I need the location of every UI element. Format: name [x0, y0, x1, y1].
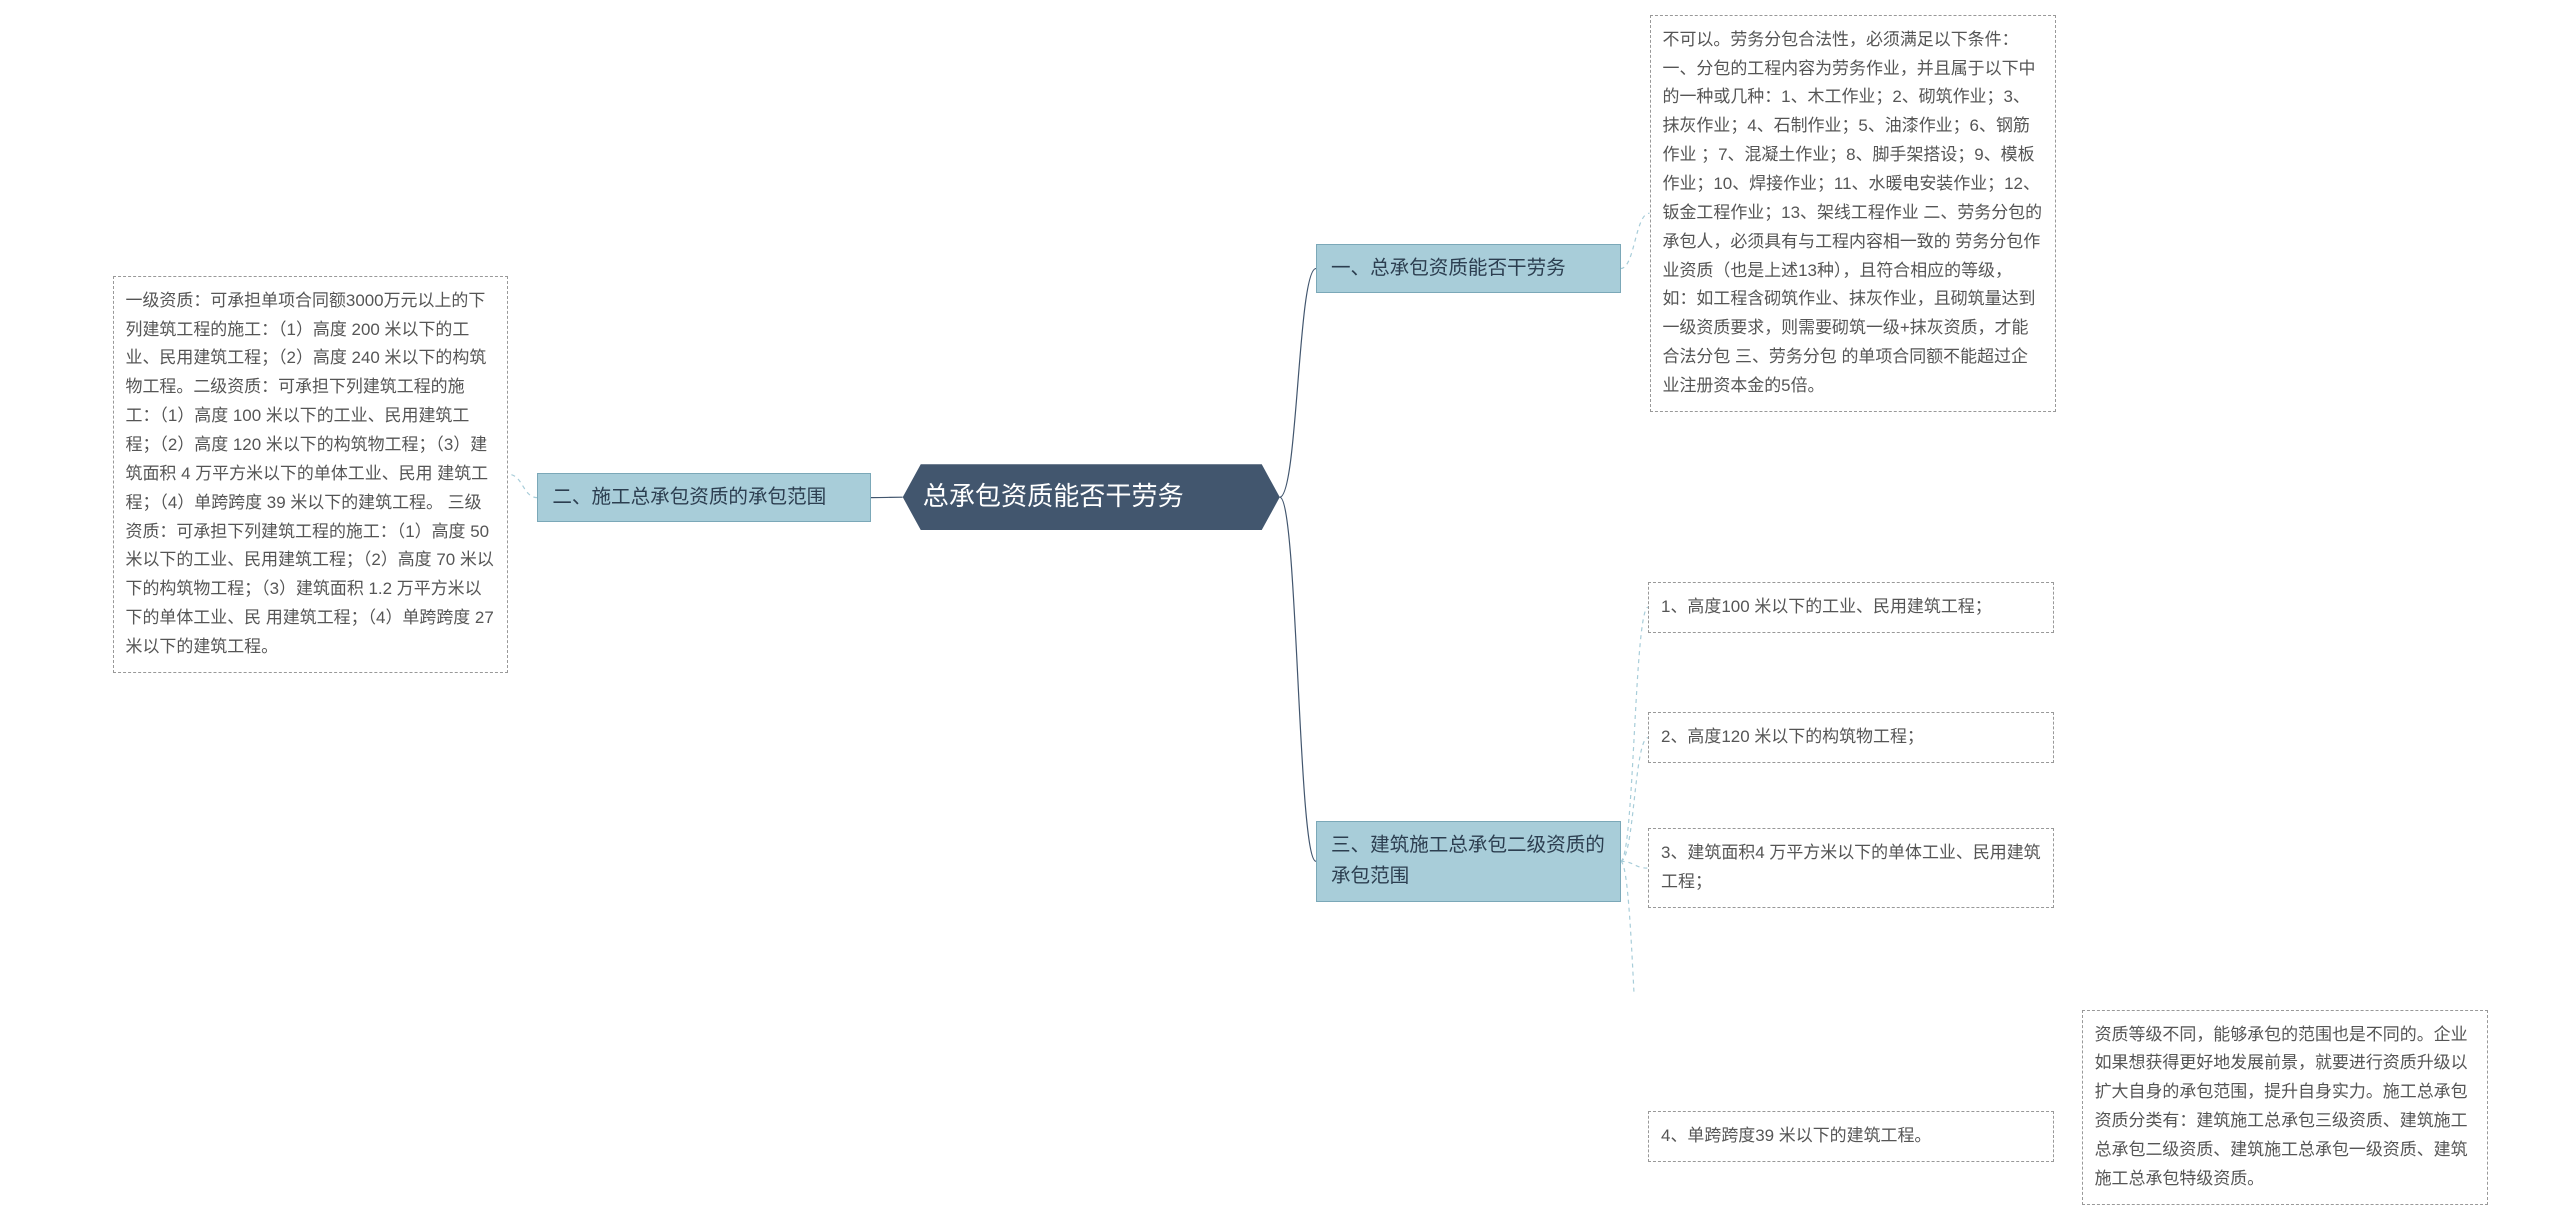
- branch-right-1: 一、总承包资质能否干劳务: [1316, 244, 1621, 293]
- leaf-right-2-4-child: 资质等级不同，能够承包的范围也是不同的。企业如果想获得更好地发展前景，就要进行资…: [2082, 1010, 2488, 1205]
- leaf-right-1-1: 不可以。劳务分包合法性，必须满足以下条件：一、分包的工程内容为劳务作业，并且属于…: [1650, 15, 2056, 412]
- leaf-right-2-3: 3、建筑面积4 万平方米以下的单体工业、民用建筑工程；: [1648, 828, 2054, 908]
- leaf-left: 一级资质：可承担单项合同额3000万元以上的下列建筑工程的施工：（1）高度 20…: [113, 276, 509, 673]
- branch-left: 二、施工总承包资质的承包范围: [537, 473, 871, 522]
- leaf-right-2-4: 4、单跨跨度39 米以下的建筑工程。: [1648, 1111, 2054, 1162]
- root-node: 总承包资质能否干劳务: [903, 464, 1280, 530]
- leaf-right-2-1: 1、高度100 米以下的工业、民用建筑工程；: [1648, 582, 2054, 633]
- branch-right-2: 三、建筑施工总承包二级资质的承包范围: [1316, 821, 1621, 902]
- leaf-right-2-2: 2、高度120 米以下的构筑物工程；: [1648, 712, 2054, 763]
